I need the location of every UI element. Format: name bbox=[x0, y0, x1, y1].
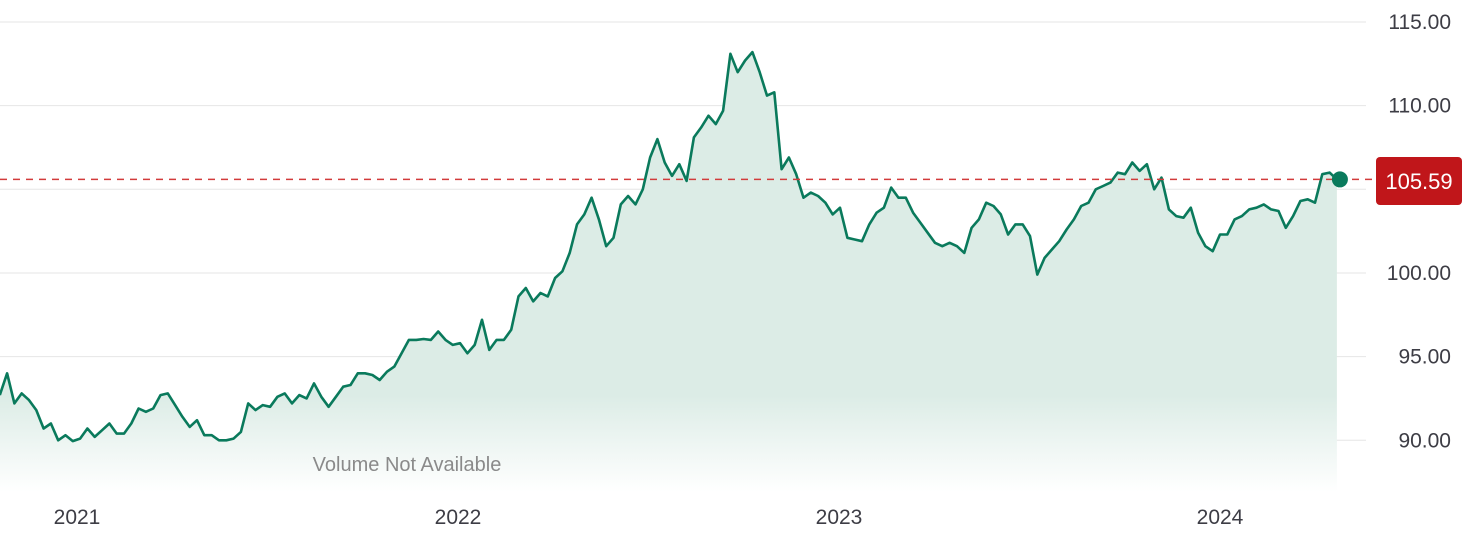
x-tick-label: 2024 bbox=[1197, 506, 1244, 529]
y-tick-label: 110.00 bbox=[1388, 95, 1451, 118]
y-tick-label: 90.00 bbox=[1398, 429, 1451, 452]
price-area-fill bbox=[0, 52, 1337, 492]
x-tick-label: 2021 bbox=[54, 506, 101, 529]
x-tick-label: 2023 bbox=[816, 506, 863, 529]
last-price-label: 105.59 bbox=[1385, 169, 1452, 194]
last-price-badge: 105.59 bbox=[1376, 157, 1462, 205]
y-tick-label: 100.00 bbox=[1387, 262, 1451, 285]
x-axis: 2021 2022 2023 2024 bbox=[54, 506, 1244, 529]
price-line bbox=[0, 50, 1338, 443]
x-tick-label: 2022 bbox=[435, 506, 482, 529]
y-axis: 90.00 95.00 100.00 110.00 115.00 bbox=[1387, 11, 1451, 452]
volume-not-available-note: Volume Not Available bbox=[313, 454, 502, 476]
last-price-marker bbox=[1331, 171, 1348, 188]
y-tick-label: 115.00 bbox=[1388, 11, 1451, 34]
y-tick-label: 95.00 bbox=[1398, 346, 1451, 369]
